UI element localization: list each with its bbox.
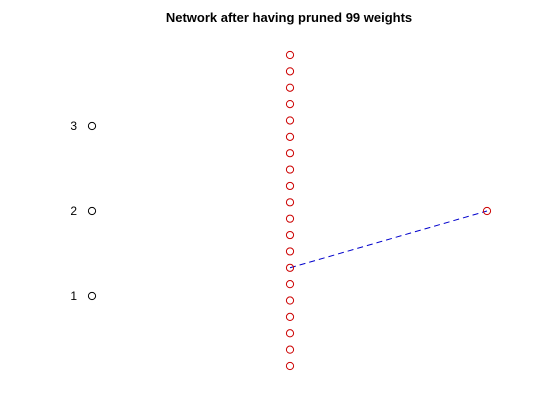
hidden-node-14	[285, 149, 295, 158]
hidden-node-6	[285, 280, 295, 289]
hidden-node-12	[285, 181, 295, 191]
input-label-1: 1	[70, 289, 77, 303]
plot-title: Network after having pruned 99 weights	[165, 10, 413, 25]
input-node-3	[87, 121, 97, 131]
hidden-node-1	[285, 361, 295, 371]
hidden-node-10	[285, 214, 295, 223]
input-label-2: 2	[70, 204, 77, 218]
hidden-node-2	[285, 345, 295, 354]
input-node-1	[87, 291, 97, 301]
hidden-node-13	[285, 165, 295, 174]
output-node-1	[482, 206, 492, 216]
hidden-node-20	[285, 50, 295, 60]
hidden-node-5	[285, 296, 295, 305]
hidden-node-7	[285, 263, 295, 272]
input-node-2	[87, 206, 97, 216]
hidden-node-8	[285, 247, 295, 256]
hidden-node-17	[285, 100, 295, 109]
input-label-3: 3	[70, 119, 77, 133]
hidden-node-4	[285, 312, 295, 321]
hidden-node-9	[285, 230, 295, 240]
hidden-node-16	[285, 116, 295, 125]
hidden-node-15	[285, 132, 295, 141]
hidden-node-3	[285, 329, 295, 338]
connection-hidden-6-to-output-0	[289, 210, 488, 269]
hidden-node-11	[285, 198, 295, 207]
hidden-node-19	[285, 67, 295, 76]
hidden-node-18	[285, 83, 295, 92]
